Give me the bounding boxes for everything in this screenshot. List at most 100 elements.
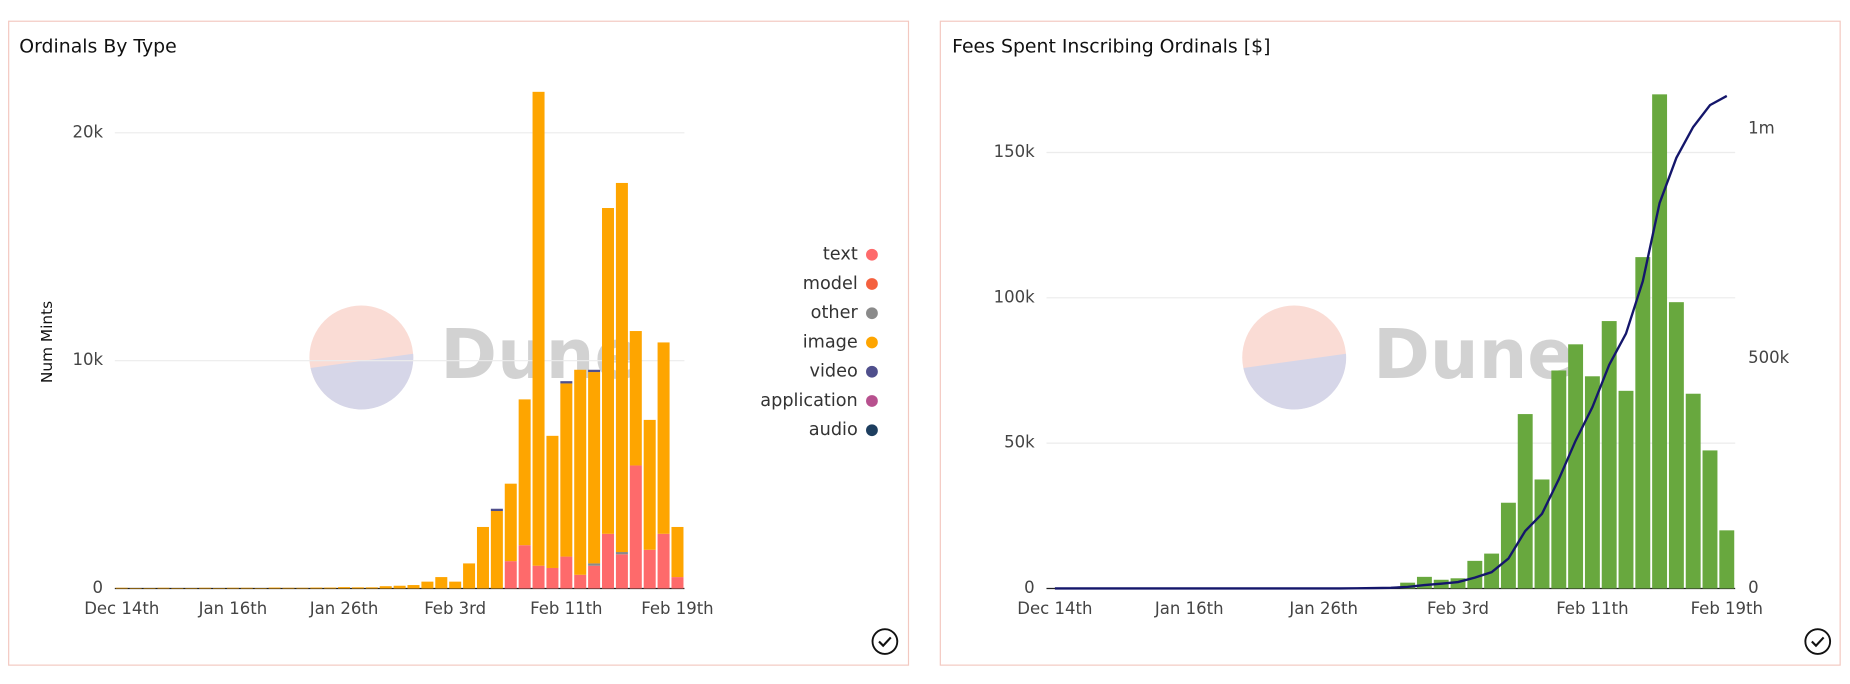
bar bbox=[1719, 530, 1735, 589]
bar bbox=[379, 586, 392, 589]
bar bbox=[588, 563, 601, 566]
x-tick-label: Dec 14th bbox=[1017, 599, 1092, 618]
bar bbox=[351, 587, 364, 589]
bar bbox=[1652, 94, 1668, 589]
bar bbox=[393, 585, 406, 589]
legend-marker bbox=[866, 395, 878, 407]
bar bbox=[1517, 414, 1533, 589]
bar bbox=[629, 331, 642, 466]
line bbox=[1054, 94, 1728, 590]
bar bbox=[115, 587, 128, 589]
bar bbox=[532, 565, 545, 589]
bar bbox=[629, 465, 642, 589]
bar bbox=[1500, 502, 1516, 589]
y-tick-label: 0 bbox=[1024, 578, 1035, 597]
bar bbox=[338, 587, 351, 589]
bar bbox=[588, 565, 601, 589]
bar bbox=[602, 208, 615, 534]
bar bbox=[1416, 576, 1432, 589]
bar bbox=[449, 581, 462, 589]
bar bbox=[546, 435, 559, 568]
x-tick-label: Jan 16th bbox=[1154, 599, 1224, 618]
y-tick-label: 0 bbox=[93, 578, 104, 597]
y2-tick-label: 0 bbox=[1748, 578, 1759, 597]
bar bbox=[504, 561, 517, 589]
legend-label: model bbox=[803, 274, 858, 294]
bar bbox=[671, 526, 684, 578]
y2-tick-label: 1m bbox=[1748, 118, 1775, 137]
bar bbox=[282, 587, 295, 589]
bar bbox=[310, 587, 323, 589]
bar bbox=[407, 585, 420, 589]
bar bbox=[518, 545, 531, 589]
legend-marker bbox=[866, 248, 878, 261]
bar bbox=[157, 587, 170, 589]
x-tick-label: Feb 11th bbox=[1556, 599, 1628, 618]
watermark-logo bbox=[310, 353, 414, 410]
bar bbox=[602, 533, 615, 589]
x-tick-label: Feb 19th bbox=[1691, 599, 1763, 618]
legend-label: audio bbox=[809, 420, 858, 440]
x-tick-label: Feb 19th bbox=[641, 599, 713, 618]
bar bbox=[365, 587, 378, 589]
bar bbox=[615, 552, 628, 555]
bar bbox=[643, 419, 656, 550]
bar bbox=[490, 508, 503, 512]
x-tick-label: Feb 3rd bbox=[424, 599, 486, 618]
x-tick-label: Feb 3rd bbox=[1427, 599, 1489, 618]
bar bbox=[588, 372, 601, 564]
x-tick-label: Jan 16th bbox=[198, 599, 268, 618]
legend-marker bbox=[866, 278, 878, 290]
bar bbox=[476, 526, 489, 589]
bar bbox=[560, 556, 573, 589]
bar bbox=[463, 563, 476, 589]
chart-title: Fees Spent Inscribing Ordinals [$] bbox=[952, 36, 1270, 58]
check-icon[interactable] bbox=[1804, 628, 1832, 655]
bar bbox=[518, 399, 531, 546]
bar bbox=[324, 587, 337, 589]
y-tick-label: 150k bbox=[994, 142, 1035, 161]
bar bbox=[532, 91, 545, 566]
bar bbox=[199, 587, 212, 589]
panel bbox=[8, 20, 910, 666]
legend-marker bbox=[866, 336, 878, 349]
legend-marker bbox=[866, 424, 878, 437]
bar bbox=[1618, 390, 1634, 589]
legend-label: text bbox=[823, 245, 858, 265]
bar bbox=[1635, 257, 1651, 589]
watermark: Dune bbox=[1373, 316, 1574, 395]
check-icon[interactable] bbox=[871, 628, 899, 655]
bar bbox=[1668, 302, 1684, 589]
legend-label: image bbox=[803, 332, 858, 352]
bar bbox=[421, 581, 434, 589]
bar bbox=[615, 182, 628, 553]
bar bbox=[574, 369, 587, 575]
y-axis-label: Num Mints bbox=[38, 301, 56, 383]
panel bbox=[939, 20, 1841, 666]
x-tick-label: Jan 26th bbox=[309, 599, 379, 618]
bar bbox=[490, 511, 503, 589]
bar bbox=[546, 567, 559, 589]
bar bbox=[268, 587, 281, 589]
bar bbox=[1584, 376, 1600, 589]
bar bbox=[643, 549, 656, 589]
y-tick-label: 10k bbox=[72, 350, 103, 369]
bar bbox=[226, 587, 239, 589]
bar bbox=[435, 577, 448, 589]
y-tick-label: 100k bbox=[994, 287, 1035, 306]
bar bbox=[1702, 450, 1718, 589]
x-tick-label: Feb 11th bbox=[530, 599, 602, 618]
legend-label: video bbox=[809, 362, 857, 382]
bar bbox=[1467, 560, 1483, 589]
legend-label: other bbox=[811, 303, 859, 323]
bar bbox=[560, 381, 573, 384]
legend-marker bbox=[866, 307, 878, 320]
bar bbox=[574, 574, 587, 589]
bar bbox=[657, 533, 670, 589]
y-tick-label: 50k bbox=[1004, 433, 1035, 452]
x-tick-label: Jan 26th bbox=[1288, 599, 1358, 618]
bar bbox=[296, 587, 309, 589]
chart-title: Ordinals By Type bbox=[19, 36, 176, 58]
watermark-logo bbox=[1243, 353, 1347, 410]
bar bbox=[1568, 344, 1584, 589]
